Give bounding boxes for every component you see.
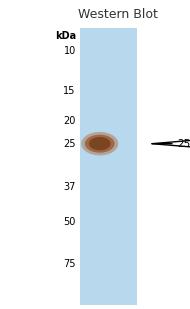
Text: kDa: kDa [55,31,76,41]
Text: 25: 25 [63,139,76,149]
Text: 10: 10 [63,46,76,56]
Ellipse shape [81,132,118,155]
Text: 15: 15 [63,86,76,96]
Bar [80,28,137,305]
Text: 75: 75 [63,259,76,269]
Text: 50: 50 [63,218,76,227]
Text: 37: 37 [63,182,76,192]
Text: 20: 20 [63,116,76,125]
Ellipse shape [89,137,111,150]
Text: 25kDa: 25kDa [177,139,190,149]
Text: Western Blot: Western Blot [78,7,158,20]
Ellipse shape [85,135,115,153]
